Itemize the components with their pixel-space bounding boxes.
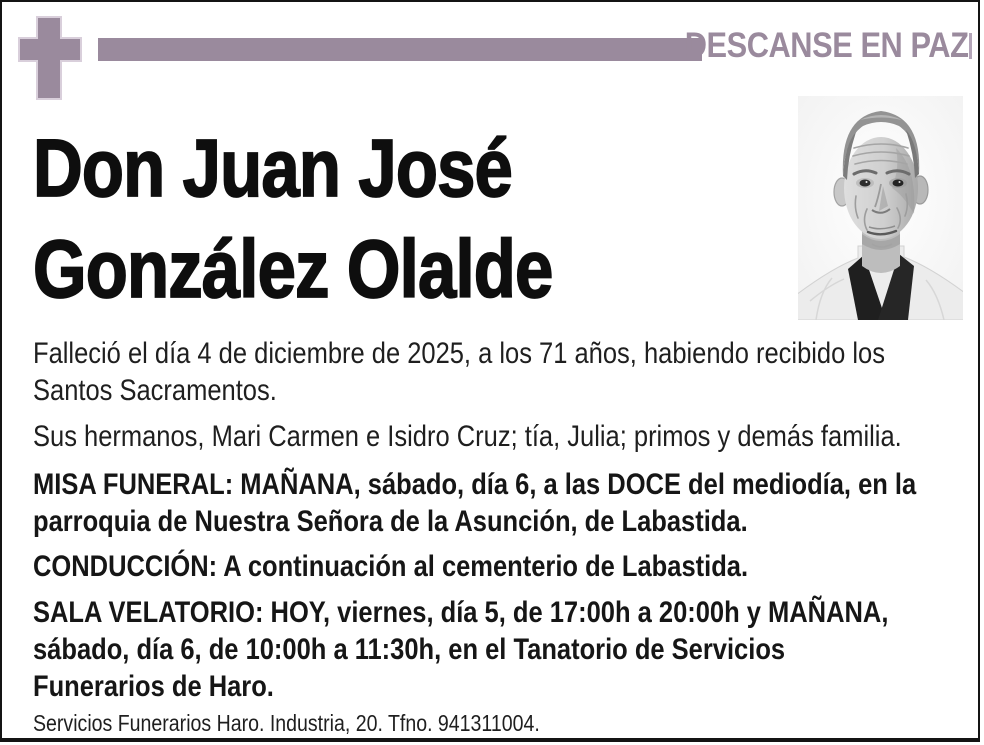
paragraph-procession: CONDUCCIÓN: A continuación al cementerio… (33, 548, 963, 585)
text-line: MISA FUNERAL: MAÑANA, sábado, día 6, a l… (33, 468, 917, 501)
paragraph-wake-room: SALA VELATORIO: HOY, viernes, día 5, de … (33, 594, 963, 705)
text-line: SALA VELATORIO: HOY, viernes, día 5, de … (33, 596, 889, 629)
header-tick (969, 33, 972, 59)
deceased-name-line2: González Olalde (32, 223, 554, 316)
text-line: Santos Sacramentos. (33, 374, 277, 407)
deceased-name-line1: Don Juan José (32, 122, 513, 215)
deceased-name: Don Juan José González Olalde (32, 118, 554, 320)
text-line: CONDUCCIÓN: A continuación al cementerio… (33, 550, 749, 583)
cross-icon (18, 16, 82, 100)
text-line: Falleció el día 4 de diciembre de 2025, … (33, 337, 885, 370)
portrait-photo (795, 96, 966, 321)
text-line: Funerarios de Haro. (33, 670, 274, 703)
text-line: parroquia de Nuestra Señora de la Asunci… (33, 505, 748, 538)
rip-heading: DESCANSE EN PAZ (684, 26, 968, 65)
text-line: Sus hermanos, Mari Carmen e Isidro Cruz;… (33, 420, 902, 453)
paragraph-deceased-info: Falleció el día 4 de diciembre de 2025, … (33, 335, 963, 409)
text-line: sábado, día 6, de 10:00h a 11:30h, en el… (33, 633, 786, 666)
paragraph-funeral-mass: MISA FUNERAL: MAÑANA, sábado, día 6, a l… (33, 466, 963, 540)
death-notice-body: Falleció el día 4 de diciembre de 2025, … (33, 335, 963, 736)
funeral-home-contact: Servicios Funerarios Haro. Industria, 20… (33, 710, 540, 736)
header-bar (98, 38, 702, 61)
paragraph-family: Sus hermanos, Mari Carmen e Isidro Cruz;… (33, 418, 963, 455)
